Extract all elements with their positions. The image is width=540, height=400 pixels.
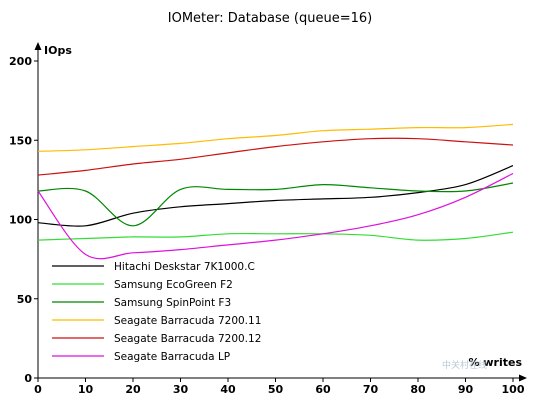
y-tick-label: 200	[9, 55, 32, 68]
series-line-6	[37, 172, 514, 260]
axes	[34, 42, 527, 382]
x-tick-label: 0	[34, 383, 42, 396]
x-tick-label: 90	[458, 383, 474, 396]
watermark: 中关村在线	[442, 359, 487, 371]
series-line-3	[37, 182, 514, 227]
x-tick-label: 70	[363, 383, 379, 396]
x-tick-label: 30	[173, 383, 189, 396]
legend: Hitachi Deskstar 7K1000.C Samsung EcoGree…	[52, 261, 261, 363]
y-tick-label: 0	[24, 372, 32, 385]
legend-item: Seagate Barracuda 7200.11	[52, 315, 261, 327]
x-tick-label: 100	[502, 383, 525, 396]
tick-group: 0 50 100 150 200 0 10 20 30 40 50 60 70 80 90 100	[9, 55, 525, 396]
legend-label: Seagate Barracuda 7200.11	[114, 315, 261, 327]
y-axis-label: IOps	[44, 44, 72, 57]
legend-item: Samsung EcoGreen F2	[52, 279, 233, 291]
y-tick-label: 100	[9, 214, 32, 227]
x-tick-label: 60	[315, 383, 331, 396]
x-tick-label: 80	[410, 383, 426, 396]
x-tick-label: 10	[78, 383, 94, 396]
legend-item: Seagate Barracuda 7200.12	[52, 333, 261, 345]
legend-label: Samsung EcoGreen F2	[114, 279, 233, 291]
legend-item: Hitachi Deskstar 7K1000.C	[52, 261, 255, 273]
series-group	[37, 123, 514, 260]
x-tick-label: 20	[125, 383, 141, 396]
series-line-5	[37, 137, 514, 176]
chart-title: IOMeter: Database (queue=16)	[168, 11, 372, 26]
y-tick-label: 50	[17, 293, 33, 306]
x-tick-label: 40	[220, 383, 236, 396]
legend-label: Hitachi Deskstar 7K1000.C	[114, 261, 255, 273]
y-tick-label: 150	[9, 134, 32, 147]
legend-label: Seagate Barracuda 7200.12	[114, 333, 261, 345]
series-line-4	[37, 123, 514, 152]
legend-label: Seagate Barracuda LP	[114, 351, 230, 363]
legend-item: Samsung SpinPoint F3	[52, 297, 231, 309]
x-tick-label: 50	[268, 383, 284, 396]
series-line-2	[37, 231, 514, 241]
legend-label: Samsung SpinPoint F3	[114, 297, 231, 309]
y-axis-arrow	[34, 42, 42, 50]
series-line-1	[37, 165, 514, 227]
legend-item: Seagate Barracuda LP	[52, 351, 230, 363]
x-axis-arrow	[519, 374, 527, 382]
x-axis-label: % writes	[469, 356, 523, 369]
